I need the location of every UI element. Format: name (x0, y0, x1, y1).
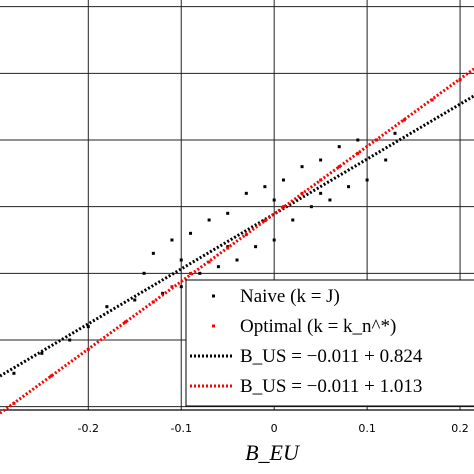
x-tick-label: 0 (271, 422, 278, 435)
point (281, 178, 285, 182)
point (384, 158, 388, 162)
point (68, 338, 72, 342)
x-axis-label: B_EU (245, 440, 301, 465)
legend-label: Optimal (k = k_n^*) (240, 316, 396, 337)
point (356, 138, 360, 142)
legend-label: B_US = −0.011 + 0.824 (240, 346, 423, 367)
point (254, 245, 258, 249)
fit-line (0, 67, 474, 415)
point (402, 118, 406, 122)
x-tick-label: -0.1 (171, 422, 192, 435)
point (170, 238, 174, 242)
point (198, 271, 202, 275)
legend-marker (212, 294, 215, 298)
point (309, 205, 313, 209)
point (281, 205, 285, 209)
point (207, 260, 211, 264)
point (300, 165, 304, 169)
legend-marker (212, 324, 215, 328)
point (319, 158, 323, 162)
point (105, 305, 109, 309)
point (263, 219, 267, 223)
point (244, 191, 248, 195)
x-tick-label: 0.1 (358, 422, 376, 435)
point (179, 285, 183, 289)
point (189, 231, 193, 235)
x-tick-label: 0.2 (451, 422, 469, 435)
point (328, 198, 332, 202)
point (216, 265, 220, 269)
point (161, 291, 165, 295)
point (40, 351, 44, 355)
point (179, 258, 183, 262)
point (123, 320, 127, 324)
point (272, 238, 276, 242)
point (207, 218, 211, 222)
point (12, 371, 16, 375)
point (347, 185, 351, 189)
point (226, 211, 230, 215)
legend-label: B_US = −0.011 + 1.013 (240, 376, 422, 397)
point (86, 325, 90, 329)
point (337, 145, 341, 149)
legend-box (185, 279, 474, 407)
point (356, 151, 360, 155)
point (393, 131, 397, 135)
point (291, 218, 295, 222)
point (151, 251, 155, 255)
point (133, 298, 137, 302)
point (337, 165, 341, 169)
point (263, 185, 267, 189)
point (235, 258, 239, 262)
point (49, 374, 53, 378)
legend-label: Naive (k = J) (240, 286, 340, 307)
point (319, 191, 323, 195)
point (365, 178, 369, 182)
x-tick-label: -0.2 (78, 422, 99, 435)
point (142, 271, 146, 275)
point (272, 198, 276, 202)
